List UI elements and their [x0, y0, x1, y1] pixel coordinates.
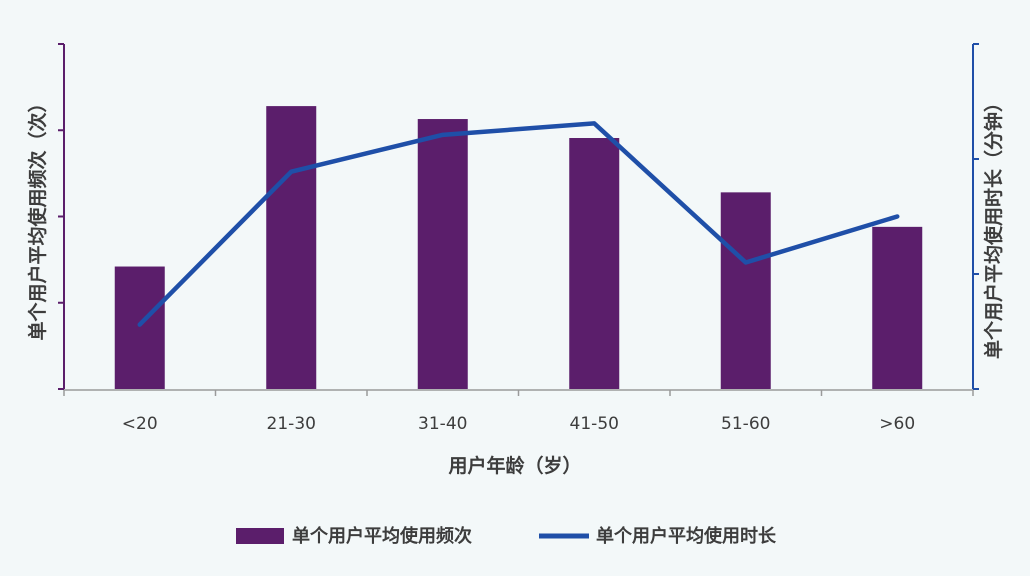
x-axis-title: 用户年龄（岁）: [448, 454, 581, 477]
x-tick-label: 51-60: [721, 414, 770, 434]
legend-bar-label: 单个用户平均使用频次: [292, 525, 472, 547]
labels-layer: <20 21-30 31-40 41-50 51-60 >60: [122, 414, 915, 434]
legend-line-label: 单个用户平均使用时长: [596, 525, 777, 547]
left-y-axis-title: 单个用户平均使用频次（次）: [26, 93, 49, 340]
bar-41-50: [569, 138, 619, 389]
legend: 单个用户平均使用频次 单个用户平均使用时长: [236, 525, 777, 547]
x-tick-label: 31-40: [418, 414, 467, 434]
x-tick-label: 21-30: [267, 414, 316, 434]
line-layer: [140, 123, 898, 324]
bar-31-40: [418, 119, 468, 389]
x-tick-label: >60: [879, 414, 915, 434]
bar-21-30: [266, 106, 316, 389]
x-tick-label: <20: [122, 414, 158, 434]
duration-line: [140, 123, 898, 324]
bar-51-60: [721, 192, 771, 389]
bar-<20: [115, 267, 165, 389]
axes-layer: [58, 44, 979, 396]
bar->60: [872, 227, 922, 389]
right-y-axis-title: 单个用户平均使用时长（分钟）: [982, 93, 1005, 359]
legend-bar-swatch: [236, 528, 284, 544]
x-tick-label: 41-50: [570, 414, 619, 434]
